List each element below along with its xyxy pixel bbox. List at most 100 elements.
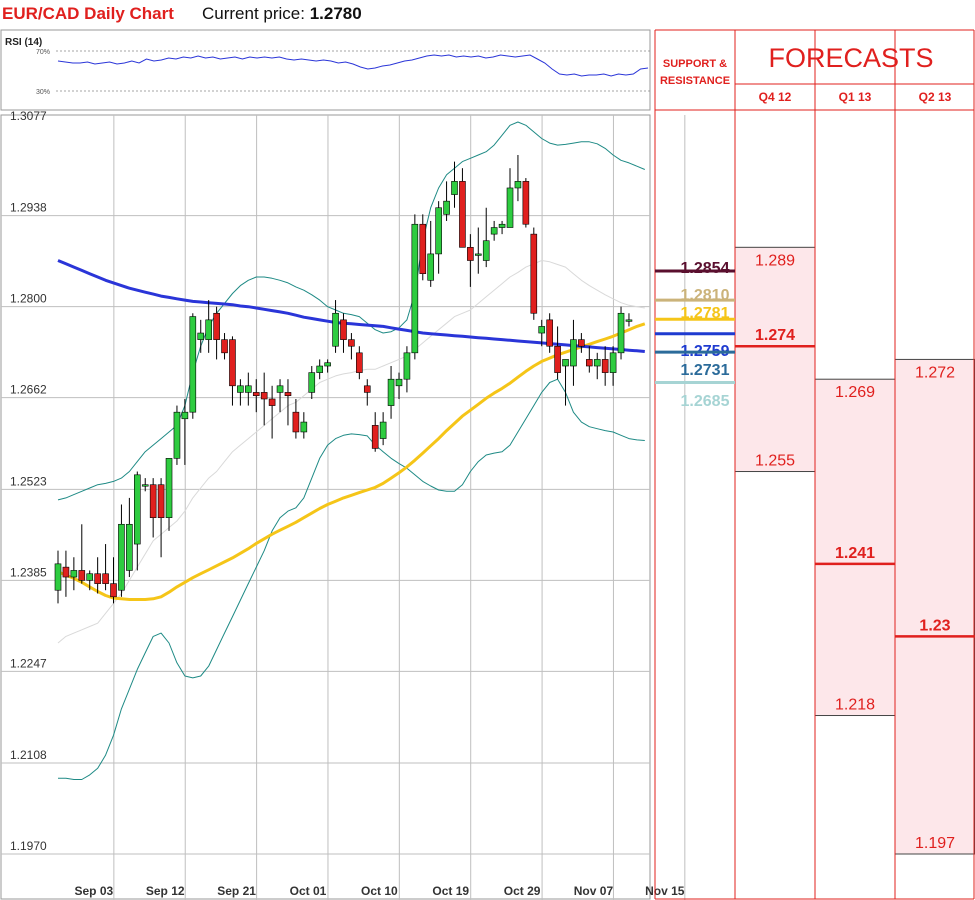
x-tick-label: Oct 01: [290, 884, 327, 898]
candle: [593, 352, 601, 380]
candle-body: [300, 421, 308, 433]
current-price: Current price: 1.2780: [202, 4, 362, 24]
candle-body: [593, 359, 601, 367]
middle-band-line: [57, 260, 645, 644]
candle-body: [625, 319, 633, 322]
candle-body: [165, 458, 173, 518]
candle: [506, 168, 514, 228]
forecast-low-label: 1.197: [915, 835, 955, 852]
panel-grid: [654, 29, 975, 900]
candle: [102, 544, 109, 591]
candle: [371, 412, 379, 452]
forecast-mid-label: 1.23: [919, 617, 950, 634]
forecast-high-label: 1.272: [915, 364, 955, 381]
candle-body: [110, 583, 117, 598]
candle-body: [546, 319, 553, 347]
y-tick-label: 1.2800: [10, 292, 47, 306]
rsi-30-label: 30%: [36, 89, 50, 96]
candle: [94, 557, 101, 594]
candle-body: [118, 523, 125, 591]
candle: [86, 570, 94, 591]
candle: [213, 306, 220, 360]
candle-body: [149, 484, 157, 518]
candle-body: [356, 352, 363, 373]
candle: [609, 346, 617, 386]
candle: [459, 168, 466, 248]
candle-body: [498, 223, 506, 228]
candle-body: [474, 253, 482, 256]
quarter-header: Q4 12: [759, 90, 792, 104]
candle: [411, 214, 419, 360]
candle-body: [276, 385, 284, 393]
forecast-range-2: 1.272 1.23 1.197: [894, 358, 975, 855]
candle-body: [284, 392, 292, 396]
candle: [538, 319, 546, 347]
candle: [237, 379, 244, 406]
candle: [292, 398, 300, 439]
candle: [514, 154, 522, 202]
candle: [70, 557, 78, 591]
candle: [197, 319, 205, 353]
candle-body: [371, 425, 379, 449]
rsi-70-label: 70%: [36, 49, 50, 56]
candle-body: [197, 332, 205, 340]
candle-body: [379, 421, 387, 439]
candle-body: [387, 378, 395, 406]
candle-body: [70, 570, 78, 578]
candle-body: [126, 523, 133, 571]
forecast-mid-label: 1.241: [835, 545, 875, 562]
rsi-label: RSI (14): [5, 37, 42, 48]
candle: [324, 359, 331, 373]
x-tick-label: Oct 29: [504, 884, 541, 898]
candle: [110, 557, 117, 604]
forecast-low-label: 1.255: [755, 453, 795, 470]
candle: [530, 227, 538, 320]
sr-level-label: 1.2685: [681, 393, 730, 410]
candle: [284, 379, 292, 426]
candle: [300, 412, 308, 439]
candle-body: [229, 339, 236, 387]
candle-body: [411, 223, 419, 354]
candle-body: [490, 227, 498, 235]
candle: [625, 313, 633, 327]
chart-title: EUR/CAD Daily Chart: [2, 4, 174, 23]
candle-body: [268, 398, 276, 406]
candle-body: [609, 352, 617, 373]
rsi-line: [57, 54, 649, 77]
candle-body: [451, 181, 458, 195]
forecast-range-box: [734, 246, 816, 473]
sr-level-label: 1.2810: [681, 287, 730, 304]
candle-body: [181, 411, 189, 420]
candle-body: [395, 378, 403, 387]
x-tick-label: Sep 21: [217, 884, 256, 898]
candle-body: [221, 339, 228, 354]
candle: [578, 333, 585, 353]
candle-body: [617, 312, 625, 354]
candle-body: [205, 319, 212, 340]
x-tick-label: Sep 12: [146, 884, 185, 898]
candle-body: [570, 339, 577, 367]
forecast-range-0: 1.289 1.274 1.255: [734, 246, 816, 473]
x-tick-label: Sep 03: [75, 884, 114, 898]
forecast-range-box: [894, 358, 975, 855]
candle-body: [54, 563, 62, 591]
candle: [379, 412, 387, 446]
sr-level: 1.2810: [655, 287, 735, 304]
candle-body: [562, 359, 569, 367]
forecast-high-label: 1.269: [835, 384, 875, 401]
candle: [118, 504, 125, 597]
sr-level: 1.2685: [655, 381, 735, 410]
candle: [134, 471, 141, 571]
forecast-mid-label: 1.274: [755, 327, 795, 344]
candle: [546, 313, 553, 353]
candle: [165, 458, 173, 531]
yellow-moving-average-line: [57, 322, 646, 601]
candle-body: [435, 207, 442, 255]
candle: [78, 524, 86, 584]
candle-body: [340, 319, 347, 340]
candle: [522, 178, 530, 228]
forecast-range-1: 1.269 1.241 1.218: [814, 378, 896, 717]
y-tick-label: 1.2938: [10, 201, 47, 215]
sr-level: 1.2759: [655, 332, 735, 360]
